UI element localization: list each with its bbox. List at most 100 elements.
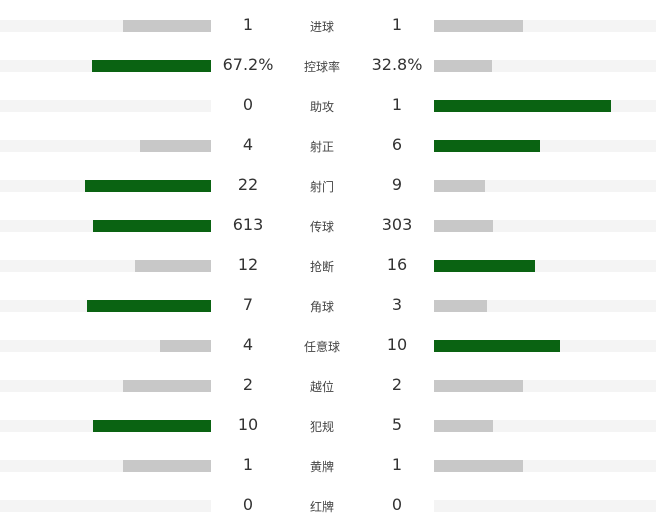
stat-label: 传球 bbox=[309, 220, 334, 234]
stat-row: 4 射正 6 bbox=[0, 123, 660, 163]
stat-label: 控球率 bbox=[303, 60, 340, 74]
away-bar-track bbox=[434, 100, 656, 112]
home-value: 22 bbox=[237, 175, 259, 194]
home-bar bbox=[92, 60, 211, 72]
away-bar bbox=[434, 60, 493, 72]
stat-label: 进球 bbox=[309, 20, 334, 34]
stat-label: 越位 bbox=[309, 380, 334, 394]
away-value: 16 bbox=[386, 255, 408, 274]
home-bar bbox=[122, 20, 211, 32]
home-bar bbox=[92, 220, 211, 232]
stat-row: 22 射门 9 bbox=[0, 163, 660, 203]
stat-row: 2 越位 2 bbox=[0, 363, 660, 403]
home-bar-track bbox=[0, 260, 211, 272]
away-value: 1 bbox=[391, 15, 403, 34]
home-value: 2 bbox=[242, 375, 254, 394]
home-bar-track bbox=[0, 500, 211, 512]
away-bar bbox=[434, 420, 493, 432]
stat-row: 67.2% 控球率 32.8% bbox=[0, 43, 660, 83]
stat-row: 4 任意球 10 bbox=[0, 323, 660, 363]
stat-label: 任意球 bbox=[303, 340, 340, 354]
home-value: 4 bbox=[242, 135, 254, 154]
stat-label: 红牌 bbox=[309, 500, 334, 514]
away-bar-track bbox=[434, 140, 656, 152]
away-bar-track bbox=[434, 220, 656, 232]
home-value: 4 bbox=[242, 335, 254, 354]
home-value: 7 bbox=[242, 295, 254, 314]
stat-label: 抢断 bbox=[309, 260, 334, 274]
home-value: 10 bbox=[237, 415, 259, 434]
away-value: 32.8% bbox=[371, 55, 423, 74]
home-value: 0 bbox=[242, 495, 254, 514]
stat-row: 0 助攻 1 bbox=[0, 83, 660, 123]
home-bar-track bbox=[0, 180, 211, 192]
away-bar-track bbox=[434, 420, 656, 432]
stat-row: 1 进球 1 bbox=[0, 3, 660, 43]
home-bar bbox=[135, 260, 211, 272]
away-bar bbox=[434, 460, 523, 472]
home-value: 613 bbox=[232, 215, 264, 234]
away-value: 3 bbox=[391, 295, 403, 314]
stat-row: 12 抢断 16 bbox=[0, 243, 660, 283]
stat-row: 7 角球 3 bbox=[0, 283, 660, 323]
stat-label: 犯规 bbox=[309, 420, 334, 434]
home-bar-track bbox=[0, 380, 211, 392]
home-value: 1 bbox=[242, 15, 254, 34]
away-value: 9 bbox=[391, 175, 403, 194]
away-bar-track bbox=[434, 60, 656, 72]
home-bar bbox=[122, 460, 211, 472]
away-bar bbox=[434, 260, 536, 272]
away-value: 0 bbox=[391, 495, 403, 514]
stat-label: 射门 bbox=[309, 180, 334, 194]
away-bar-track bbox=[434, 500, 656, 512]
home-bar-track bbox=[0, 340, 211, 352]
away-value: 5 bbox=[391, 415, 403, 434]
away-bar bbox=[434, 20, 523, 32]
home-value: 0 bbox=[242, 95, 254, 114]
home-value: 1 bbox=[242, 455, 254, 474]
stat-row: 613 传球 303 bbox=[0, 203, 660, 243]
home-bar bbox=[140, 140, 211, 152]
away-value: 1 bbox=[391, 455, 403, 474]
home-bar-track bbox=[0, 140, 211, 152]
home-bar bbox=[85, 180, 211, 192]
away-bar bbox=[434, 140, 541, 152]
away-value: 1 bbox=[391, 95, 403, 114]
away-value: 10 bbox=[386, 335, 408, 354]
stat-row: 0 红牌 0 bbox=[0, 483, 660, 523]
home-bar-track bbox=[0, 60, 211, 72]
stat-label: 助攻 bbox=[309, 100, 334, 114]
away-bar-track bbox=[434, 340, 656, 352]
stat-label: 角球 bbox=[309, 300, 334, 314]
away-bar-track bbox=[434, 260, 656, 272]
away-bar-track bbox=[434, 20, 656, 32]
away-bar bbox=[434, 300, 488, 312]
away-value: 2 bbox=[391, 375, 403, 394]
away-bar-track bbox=[434, 300, 656, 312]
home-bar-track bbox=[0, 300, 211, 312]
away-bar bbox=[434, 380, 523, 392]
home-bar bbox=[87, 300, 211, 312]
home-bar-track bbox=[0, 460, 211, 472]
home-bar-track bbox=[0, 220, 211, 232]
home-bar bbox=[122, 380, 211, 392]
home-bar bbox=[160, 340, 211, 352]
stat-label: 射正 bbox=[309, 140, 334, 154]
away-bar bbox=[434, 340, 561, 352]
stat-label: 黄牌 bbox=[309, 460, 334, 474]
away-value: 6 bbox=[391, 135, 403, 154]
away-bar-track bbox=[434, 380, 656, 392]
stat-row: 1 黄牌 1 bbox=[0, 443, 660, 483]
away-bar bbox=[434, 180, 486, 192]
home-bar bbox=[92, 420, 211, 432]
stat-row: 10 犯规 5 bbox=[0, 403, 660, 443]
home-bar-track bbox=[0, 100, 211, 112]
away-bar-track bbox=[434, 180, 656, 192]
away-value: 303 bbox=[381, 215, 413, 234]
home-value: 67.2% bbox=[222, 55, 274, 74]
away-bar bbox=[434, 100, 611, 112]
home-bar-track bbox=[0, 420, 211, 432]
away-bar-track bbox=[434, 460, 656, 472]
home-bar-track bbox=[0, 20, 211, 32]
away-bar bbox=[434, 220, 493, 232]
